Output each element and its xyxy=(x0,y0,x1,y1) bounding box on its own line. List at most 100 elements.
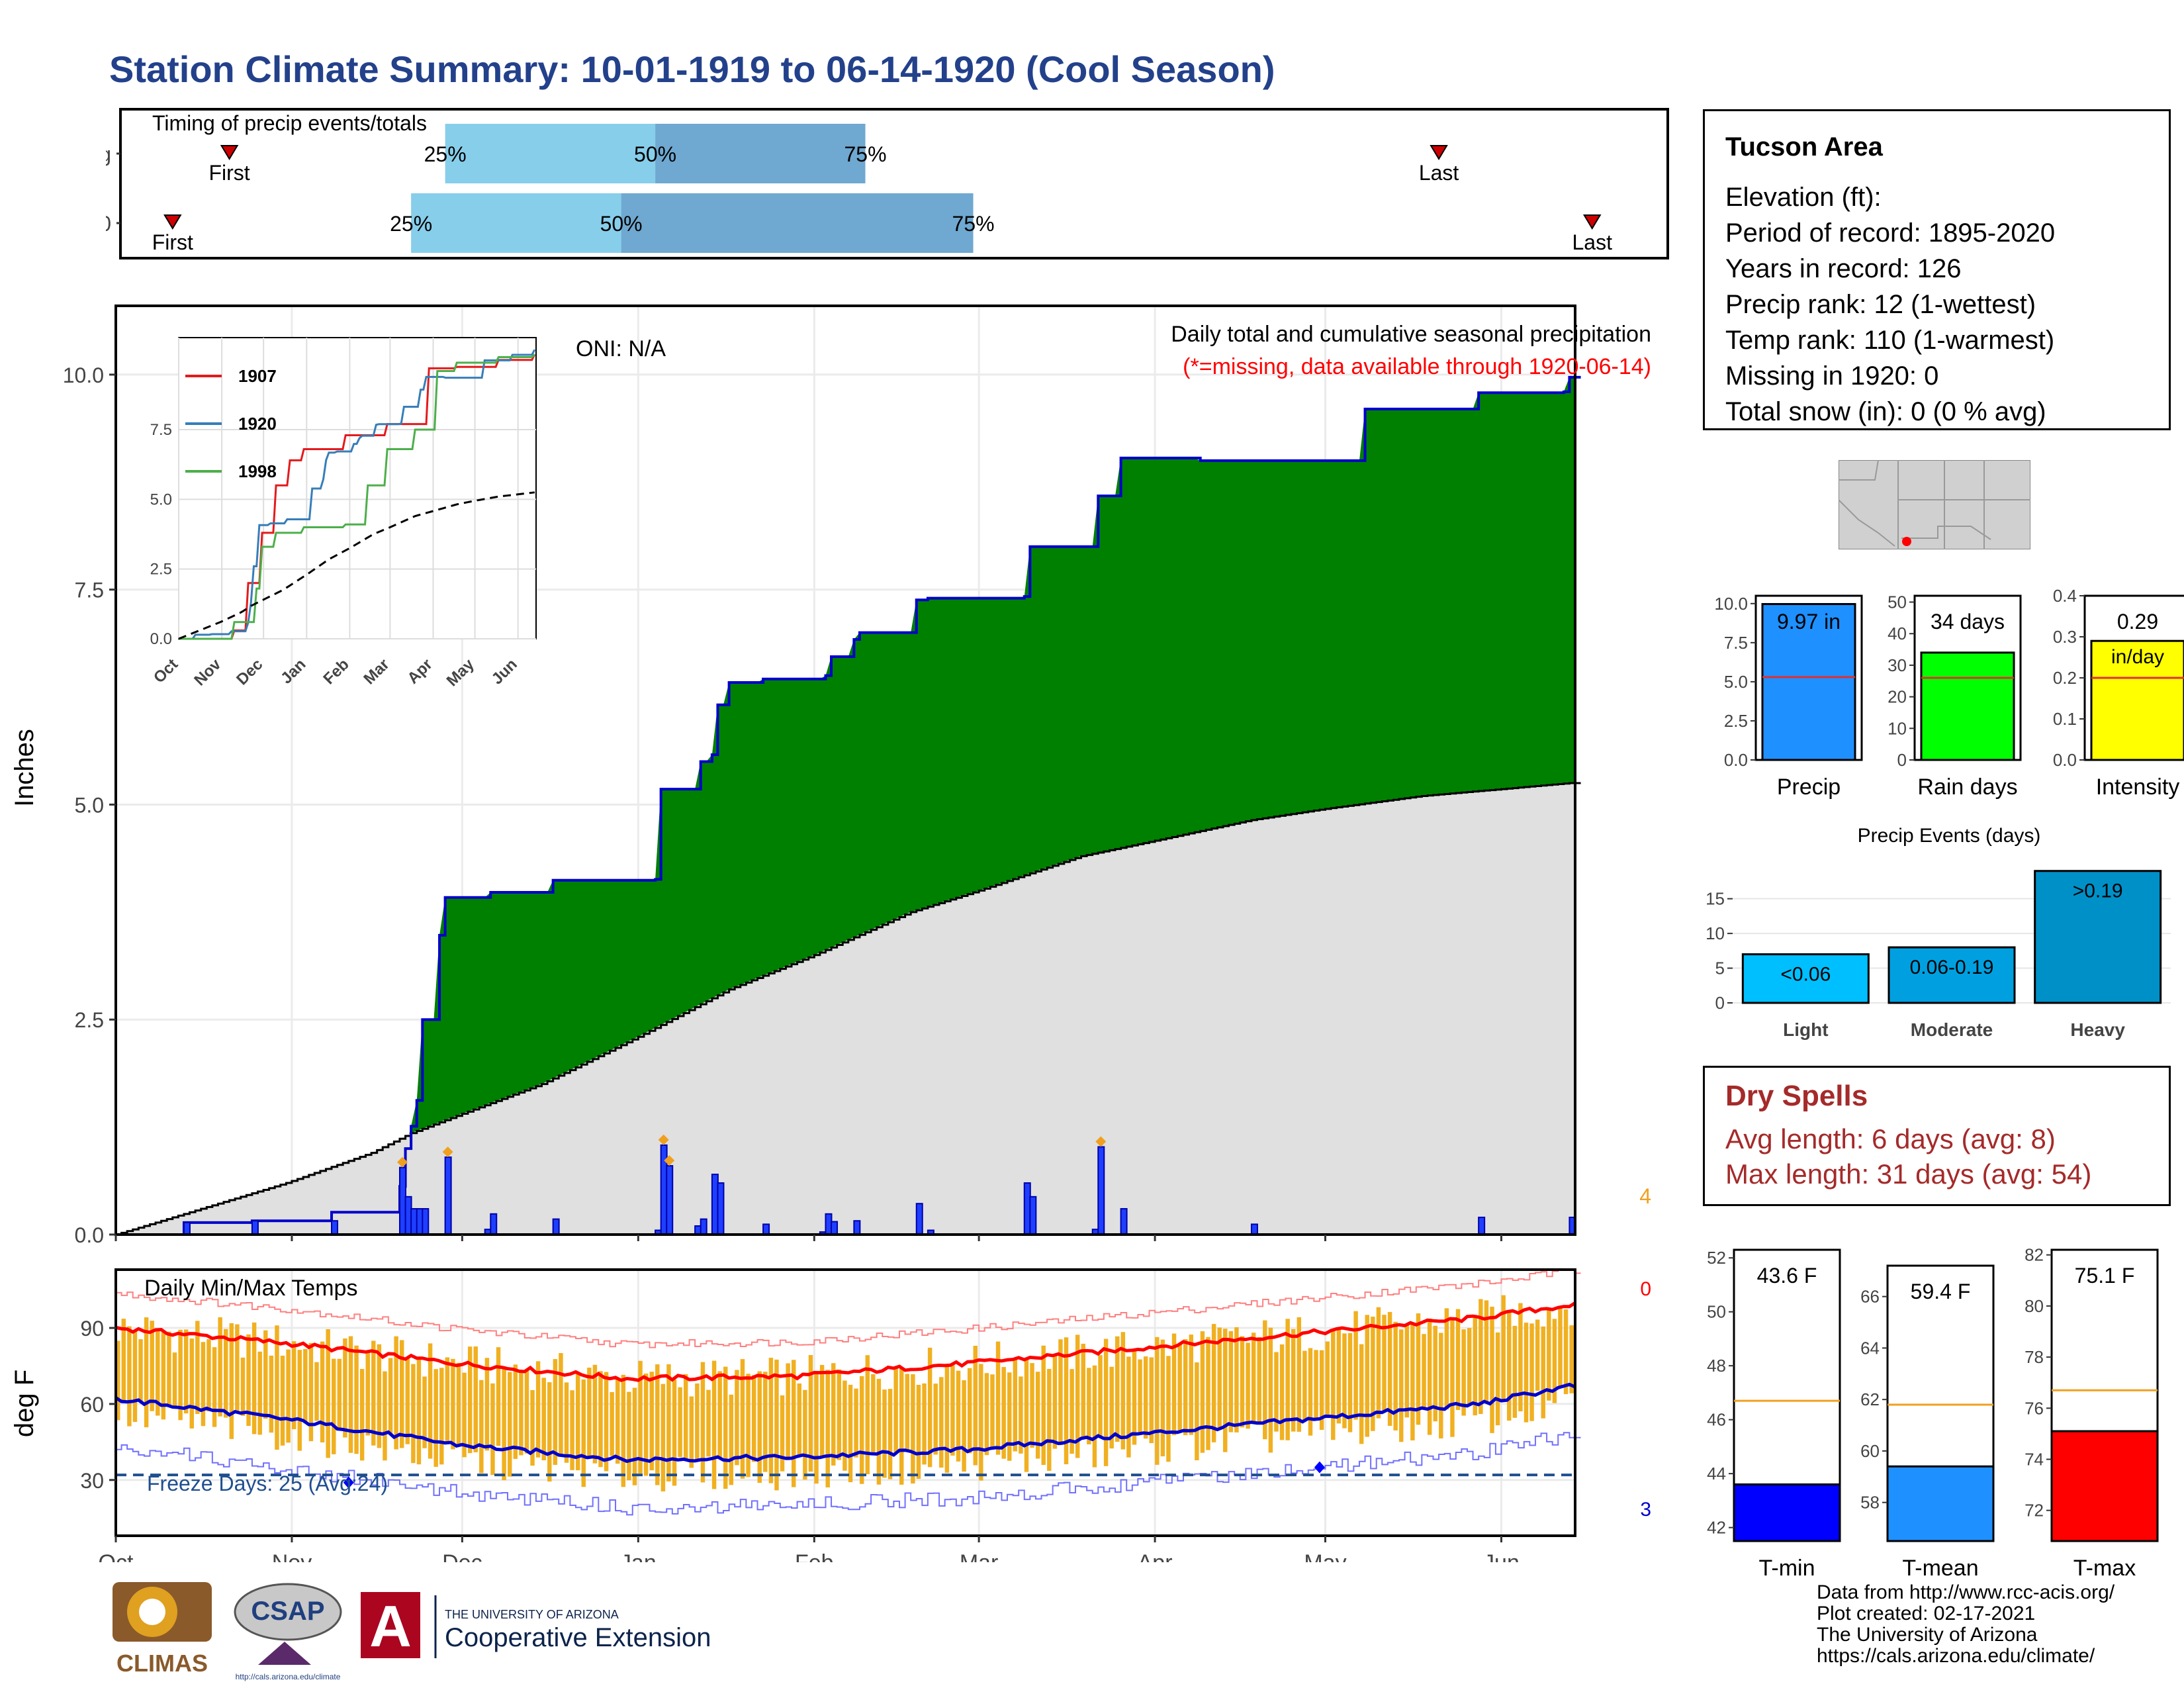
events-title: Precip Events (days) xyxy=(1858,825,2041,847)
daily-temp-bar xyxy=(1455,1309,1461,1411)
daily-precip-bar xyxy=(331,1220,339,1236)
info-temp-rank: Temp rank: 110 (1-warmest) xyxy=(1725,326,2055,355)
ua-extension: Cooperative Extension xyxy=(445,1623,711,1652)
daily-temp-bar xyxy=(530,1389,535,1466)
daily-temp-bar xyxy=(490,1383,495,1476)
daily-temp-bar xyxy=(1001,1367,1006,1459)
locator-map xyxy=(1839,460,2030,549)
dry-spells-box: Dry Spells Avg length: 6 days (avg: 8) M… xyxy=(1703,1066,2171,1206)
daily-temp-bar xyxy=(1058,1339,1063,1446)
daily-temp-bar xyxy=(956,1370,961,1462)
daily-temp-bar xyxy=(1439,1333,1443,1439)
timing-row-label: Avg xyxy=(106,142,111,166)
daily-temp-bar xyxy=(246,1334,251,1427)
events-ytick-label: 15 xyxy=(1706,889,1725,909)
daily-temp-bar xyxy=(314,1362,319,1421)
daily-temp-bar xyxy=(1274,1352,1279,1432)
temp-bar-t-max xyxy=(2050,1430,2159,1542)
university-logo: A THE UNIVERSITY OF ARIZONA Cooperative … xyxy=(361,1592,711,1659)
timing-last-marker xyxy=(1582,214,1602,230)
daily-temp-bar xyxy=(524,1371,529,1454)
info-missing: Missing in 1920: 0 xyxy=(1725,361,1939,391)
daily-temp-bar xyxy=(1285,1319,1290,1440)
credit-university: The University of Arizona xyxy=(1817,1624,2038,1646)
daily-temp-bar xyxy=(411,1364,416,1464)
daily-temp-bar xyxy=(819,1364,825,1458)
daily-temp-bar xyxy=(1092,1365,1097,1468)
precip-ytick-label: 5.0 xyxy=(75,793,104,817)
daily-temp-bar xyxy=(183,1329,189,1414)
temp-ytick-label: 76 xyxy=(2025,1398,2044,1418)
daily-temp-bar xyxy=(1098,1355,1103,1437)
month-tick-label: Feb xyxy=(795,1550,834,1562)
daily-temp-bar xyxy=(1524,1323,1529,1423)
inset-xtick-label: Nov xyxy=(191,655,225,690)
daily-temp-bar xyxy=(1393,1321,1398,1430)
daily-temp-bar xyxy=(308,1342,314,1442)
mini-ytick-label: 30 xyxy=(1888,655,1907,675)
daily-temp-bar xyxy=(320,1341,325,1443)
daily-temp-bar xyxy=(1365,1315,1369,1437)
mini-ytick-label: 2.5 xyxy=(1724,711,1748,731)
daily-temp-bar xyxy=(127,1326,132,1427)
precip-ylabel: Inches xyxy=(10,729,39,807)
daily-temp-bar xyxy=(1138,1359,1142,1435)
mini-value-label: 0.29 xyxy=(2117,610,2158,633)
daily-temp-bar xyxy=(388,1358,393,1434)
daily-temp-bar xyxy=(587,1368,592,1457)
mini-ytick-label: 20 xyxy=(1888,687,1907,707)
daily-temp-bar xyxy=(1183,1339,1188,1436)
oni-label: ONI: N/A xyxy=(576,336,666,361)
timing-last-label: Last xyxy=(1572,230,1612,254)
precip-frame xyxy=(114,305,1576,1236)
daily-temp-bar xyxy=(1291,1329,1296,1432)
daily-temp-bar xyxy=(871,1374,876,1452)
daily-temp-bar xyxy=(456,1362,461,1447)
mini-axis-label: Precip xyxy=(1777,774,1841,800)
daily-temp-bar xyxy=(1035,1372,1040,1459)
daily-temp-bar xyxy=(797,1383,802,1455)
daily-precip-bar xyxy=(490,1213,498,1236)
event-bar-heavy xyxy=(2034,870,2162,1004)
daily-temp-bar xyxy=(1075,1335,1080,1458)
daily-temp-bar xyxy=(1171,1333,1177,1436)
daily-temp-bar xyxy=(195,1321,200,1415)
daily-temp-bar xyxy=(240,1357,246,1416)
daily-temp-bar xyxy=(229,1323,234,1439)
daily-temp-bar xyxy=(984,1373,989,1456)
daily-temp-bar xyxy=(303,1348,308,1423)
daily-temp-bar xyxy=(251,1322,257,1434)
events-ytick-label: 0 xyxy=(1715,993,1725,1013)
daily-temp-bar xyxy=(859,1376,864,1484)
event-bar-label: >0.19 xyxy=(2073,880,2123,902)
timing-title: Timing of precip events/totals xyxy=(152,111,427,135)
daily-temp-bar xyxy=(1359,1344,1364,1444)
daily-temp-bar xyxy=(1240,1336,1245,1428)
inset-xtick-label: Jan xyxy=(277,655,309,687)
daily-temp-bar xyxy=(535,1361,541,1458)
temps-frame xyxy=(114,1268,1576,1537)
daily-temp-bar xyxy=(1473,1315,1477,1416)
month-tick-label: Oct xyxy=(99,1550,134,1562)
event-bar-label: <0.06 xyxy=(1780,964,1831,986)
daily-temp-bar xyxy=(433,1369,438,1467)
precip-ytick-label: 0.0 xyxy=(75,1223,104,1244)
daily-temp-bar xyxy=(269,1355,274,1433)
daily-temp-bar xyxy=(1331,1329,1336,1440)
timing-last-label: Last xyxy=(1419,161,1459,185)
daily-temp-bar xyxy=(905,1374,910,1452)
daily-temp-bar xyxy=(348,1336,353,1453)
daily-temp-bar xyxy=(513,1364,518,1459)
timing-p25-label: 25% xyxy=(390,212,432,236)
daily-temp-bar xyxy=(1064,1337,1069,1465)
daily-temp-bar xyxy=(235,1324,240,1412)
daily-temp-bar xyxy=(201,1342,206,1427)
daily-temp-bar xyxy=(206,1339,211,1412)
daily-precip-bar xyxy=(552,1218,560,1236)
normal-cumulative-area xyxy=(116,782,1575,1235)
daily-temp-bar xyxy=(1547,1307,1551,1401)
svg-text:A: A xyxy=(369,1593,412,1659)
inset-legend-label: 1920 xyxy=(238,414,277,434)
daily-temp-bar xyxy=(740,1359,745,1479)
daily-temp-bar xyxy=(746,1374,751,1477)
